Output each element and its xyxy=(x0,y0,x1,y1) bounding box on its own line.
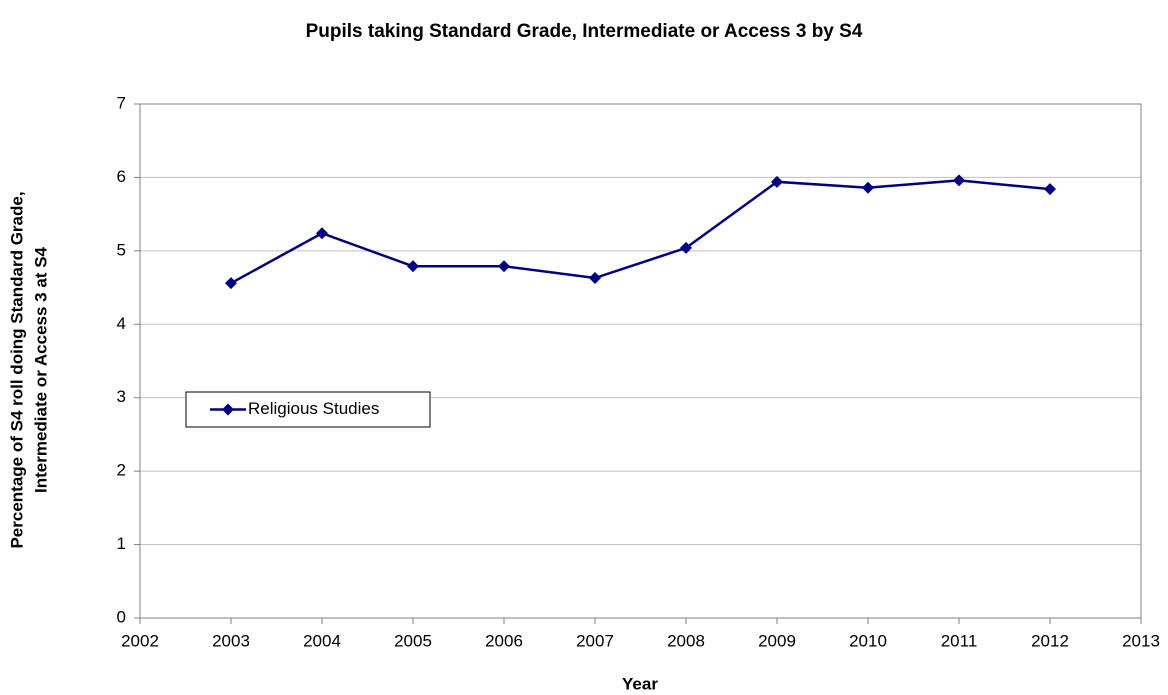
marker xyxy=(1044,183,1056,196)
marker xyxy=(680,241,692,254)
y-tick-label: 6 xyxy=(117,167,126,186)
marker xyxy=(498,260,510,273)
y-tick-label: 1 xyxy=(117,534,126,553)
x-tick-label: 2003 xyxy=(212,631,250,650)
x-axis-title: Year xyxy=(622,674,658,693)
plot-area xyxy=(139,103,1142,619)
marker xyxy=(589,272,601,285)
y-tick-label: 4 xyxy=(117,314,126,333)
x-tick-label: 2006 xyxy=(485,631,523,650)
y-axis-title-line: Percentage of S4 roll doing Standard Gra… xyxy=(7,191,26,548)
chart-title: Pupils taking Standard Grade, Intermedia… xyxy=(306,21,863,42)
y-tick-label: 3 xyxy=(117,387,126,406)
x-tick-label: 2010 xyxy=(849,631,887,650)
x-tick-label: 2013 xyxy=(1122,631,1160,650)
x-tick-label: 2012 xyxy=(1031,631,1069,650)
marker xyxy=(407,260,419,273)
x-tick-label: 2008 xyxy=(667,631,705,650)
x-tick-label: 2004 xyxy=(303,631,341,650)
legend-label: Religious Studies xyxy=(248,399,379,418)
series-line xyxy=(230,179,1051,285)
y-tick-label: 5 xyxy=(117,240,126,259)
y-tick-label: 0 xyxy=(117,607,126,626)
x-tick-label: 2009 xyxy=(758,631,796,650)
marker xyxy=(771,175,783,188)
marker xyxy=(953,174,965,187)
marker xyxy=(225,277,237,290)
y-axis-title-line: Intermediate or Access 3 at S4 xyxy=(31,246,50,493)
y-tick-label: 2 xyxy=(117,461,126,480)
x-tick-label: 2007 xyxy=(576,631,614,650)
y-tick-label: 7 xyxy=(117,93,126,112)
marker xyxy=(316,227,328,240)
marker xyxy=(862,181,874,194)
x-tick-label: 2002 xyxy=(121,631,159,650)
x-tick-label: 2005 xyxy=(394,631,432,650)
legend-marker xyxy=(222,403,234,416)
y-axis-title: Percentage of S4 roll doing Standard Gra… xyxy=(7,191,50,548)
x-tick-label: 2011 xyxy=(941,631,978,650)
